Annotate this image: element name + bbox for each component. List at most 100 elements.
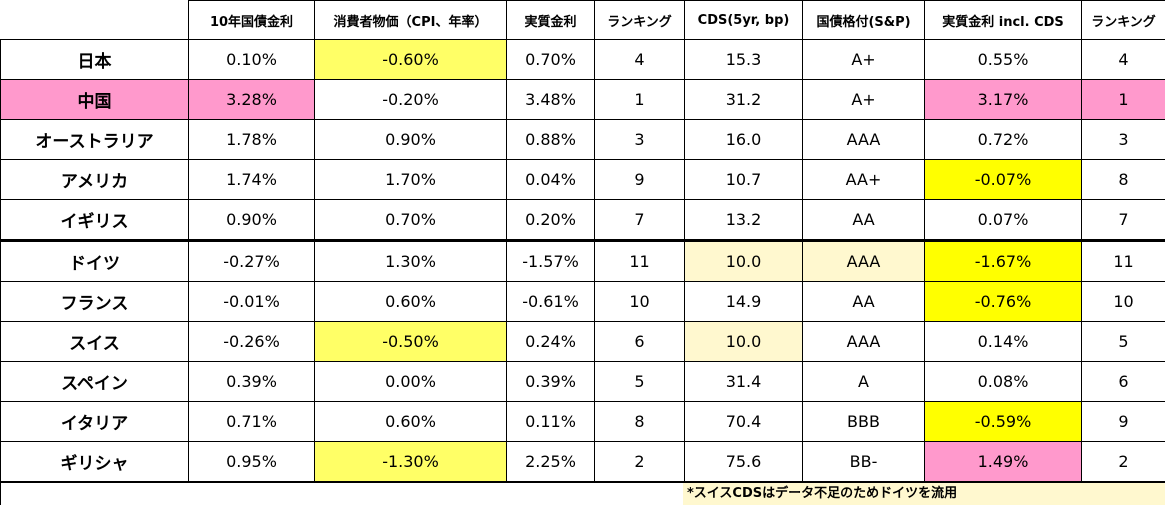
rank-cell: 10 [594,281,685,322]
bond-comparison-table: 10年国債金利 消費者物価（CPI、年率） 実質金利 ランキング CDS(5yr… [0,0,1165,482]
cds-cell: 75.6 [684,441,803,482]
real-rate-cell: 2.25% [506,441,595,482]
table-row: オーストラリア 1.78% 0.90% 0.88% 3 16.0 AAA 0.7… [0,119,1165,160]
cpi-cell: 0.60% [314,401,507,442]
rank-cell: 9 [594,159,685,200]
left-edge-line [0,483,1,505]
real-rate-cell: 0.39% [506,361,595,402]
header-cds: CDS(5yr, bp) [684,0,803,40]
rank-cds-cell: 6 [1081,361,1165,402]
country-cell: ギリシャ [0,441,189,482]
rating-cell: AAA [802,239,925,282]
country-cell: フランス [0,281,189,322]
rating-cell: A+ [802,79,925,120]
cpi-cell: -0.20% [314,79,507,120]
table-row: イタリア 0.71% 0.60% 0.11% 8 70.4 BBB -0.59%… [0,401,1165,442]
table-row: 日本 0.10% -0.60% 0.70% 4 15.3 A+ 0.55% 4 [0,39,1165,80]
bond-yield-cell: 0.39% [188,361,315,402]
bond-yield-cell: 0.71% [188,401,315,442]
cds-cell: 15.3 [684,39,803,80]
rating-cell: AAA [802,321,925,362]
cpi-cell: 0.60% [314,281,507,322]
table-row: 中国 3.28% -0.20% 3.48% 1 31.2 A+ 3.17% 1 [0,79,1165,120]
rank-cell: 6 [594,321,685,362]
bond-yield-cell: 0.90% [188,199,315,241]
real-rate-cell: 0.04% [506,159,595,200]
rank-cds-cell: 1 [1081,79,1165,120]
rank-cds-cell: 9 [1081,401,1165,442]
real-rate-cell: 0.20% [506,199,595,241]
cds-cell: 31.2 [684,79,803,120]
table-row: イギリス 0.90% 0.70% 0.20% 7 13.2 AA 0.07% 7 [0,199,1165,241]
header-ranking: ランキング [594,0,685,40]
header-row: 10年国債金利 消費者物価（CPI、年率） 実質金利 ランキング CDS(5yr… [0,0,1165,40]
cpi-cell: -1.30% [314,441,507,482]
cds-cell: 14.9 [684,281,803,322]
cds-cell: 16.0 [684,119,803,160]
real-rate-cds-cell: 0.72% [924,119,1082,160]
rank-cell: 8 [594,401,685,442]
real-rate-cds-cell: 0.55% [924,39,1082,80]
cpi-cell: 1.30% [314,239,507,282]
real-rate-cell: 0.11% [506,401,595,442]
bond-yield-cell: 1.78% [188,119,315,160]
real-rate-cds-cell: -0.07% [924,159,1082,200]
rank-cds-cell: 11 [1081,239,1165,282]
cds-cell: 13.2 [684,199,803,241]
table-row: フランス -0.01% 0.60% -0.61% 10 14.9 AA -0.7… [0,281,1165,322]
rank-cds-cell: 4 [1081,39,1165,80]
cpi-cell: -0.60% [314,39,507,80]
bond-yield-cell: 3.28% [188,79,315,120]
real-rate-cell: 3.48% [506,79,595,120]
real-rate-cds-cell: 1.49% [924,441,1082,482]
rank-cds-cell: 7 [1081,199,1165,241]
bond-yield-cell: 0.10% [188,39,315,80]
country-cell: アメリカ [0,159,189,200]
real-rate-cell: 0.24% [506,321,595,362]
rating-cell: A+ [802,39,925,80]
real-rate-cds-cell: -0.76% [924,281,1082,322]
cds-cell: 10.7 [684,159,803,200]
country-cell: 中国 [0,79,189,120]
rating-cell: AAA [802,119,925,160]
rating-cell: AA [802,281,925,322]
header-rating: 国債格付(S&P) [802,0,925,40]
country-cell: スペイン [0,361,189,402]
country-cell: スイス [0,321,189,362]
table-row: アメリカ 1.74% 1.70% 0.04% 9 10.7 AA+ -0.07%… [0,159,1165,200]
real-rate-cds-cell: 3.17% [924,79,1082,120]
cpi-cell: -0.50% [314,321,507,362]
cds-cell: 31.4 [684,361,803,402]
rank-cds-cell: 2 [1081,441,1165,482]
rank-cds-cell: 10 [1081,281,1165,322]
country-cell: 日本 [0,39,189,80]
header-real-rate-cds: 実質金利 incl. CDS [924,0,1082,40]
real-rate-cds-cell: 0.08% [924,361,1082,402]
rank-cell: 11 [594,239,685,282]
table-bottom-rule [0,481,1165,483]
rank-cds-cell: 5 [1081,321,1165,362]
rating-cell: AA+ [802,159,925,200]
bond-yield-cell: -0.26% [188,321,315,362]
cds-cell: 10.0 [684,321,803,362]
real-rate-cell: 0.88% [506,119,595,160]
bond-yield-cell: -0.27% [188,239,315,282]
header-real-rate: 実質金利 [506,0,595,40]
country-cell: イギリス [0,199,189,241]
table-row: スイス -0.26% -0.50% 0.24% 6 10.0 AAA 0.14%… [0,321,1165,362]
footnote: *スイスCDSはデータ不足のためドイツを流用 [683,483,1165,505]
header-ranking-cds: ランキング [1081,0,1165,40]
rank-cell: 7 [594,199,685,241]
real-rate-cds-cell: 0.14% [924,321,1082,362]
cpi-cell: 0.70% [314,199,507,241]
rating-cell: BB- [802,441,925,482]
rating-cell: AA [802,199,925,241]
rank-cds-cell: 3 [1081,119,1165,160]
real-rate-cell: -1.57% [506,239,595,282]
rank-cell: 3 [594,119,685,160]
header-cpi: 消費者物価（CPI、年率） [314,0,507,40]
header-corner [0,0,189,40]
country-cell: イタリア [0,401,189,442]
rank-cell: 1 [594,79,685,120]
bond-yield-cell: -0.01% [188,281,315,322]
